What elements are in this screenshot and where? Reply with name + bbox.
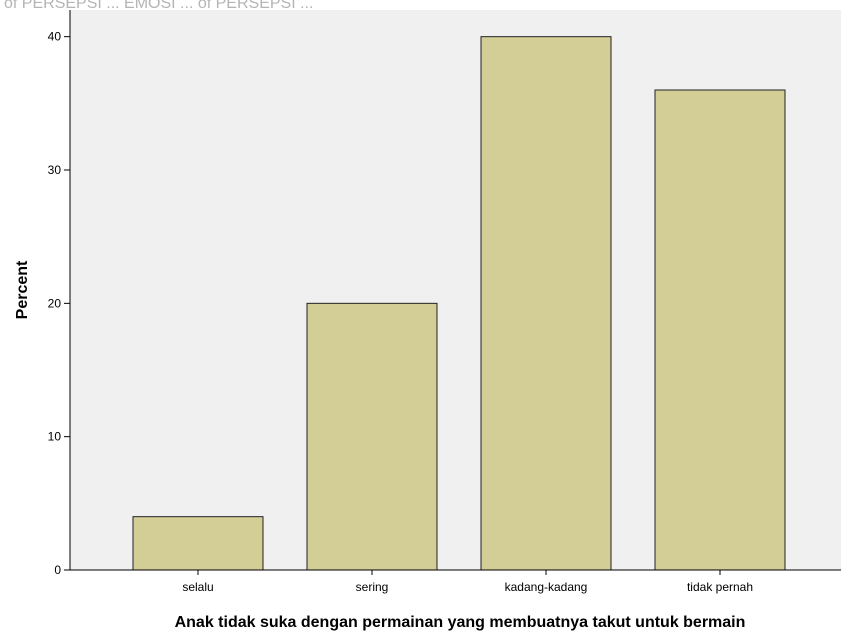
x-tick-label: kadang-kadang — [505, 580, 588, 594]
bar-selalu — [132, 516, 264, 571]
y-axis-title: Percent — [14, 260, 31, 319]
y-tick-label: 40 — [48, 30, 62, 44]
y-tick-label: 30 — [48, 163, 62, 177]
x-tick-label: selalu — [182, 580, 213, 594]
x-tick-label: tidak pernah — [687, 580, 753, 594]
y-tick-label: 20 — [48, 296, 62, 310]
y-tick-label: 0 — [54, 563, 61, 577]
bar-tidak-pernah — [654, 89, 786, 571]
x-tick-label: sering — [356, 580, 389, 594]
bar-sering — [306, 302, 438, 571]
y-tick-label: 10 — [48, 430, 62, 444]
cropped-header-text: of PERSEPSI ... EMOSI ... of PERSEPSI ..… — [4, 0, 313, 12]
x-axis-title: Anak tidak suka dengan permainan yang me… — [175, 614, 746, 631]
bar-kadang-kadang — [480, 36, 612, 571]
